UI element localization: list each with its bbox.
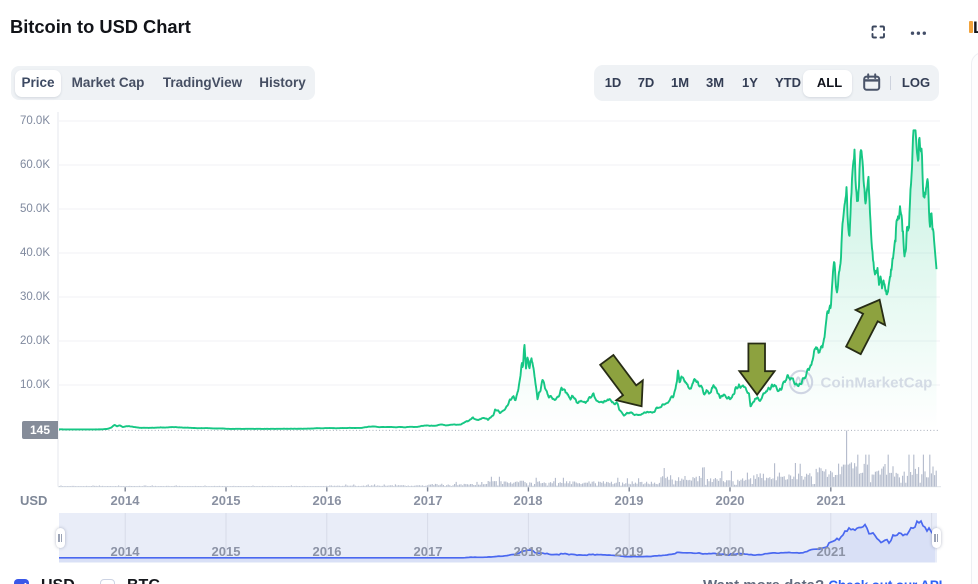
svg-text:CoinMarketCap: CoinMarketCap [821, 375, 933, 392]
